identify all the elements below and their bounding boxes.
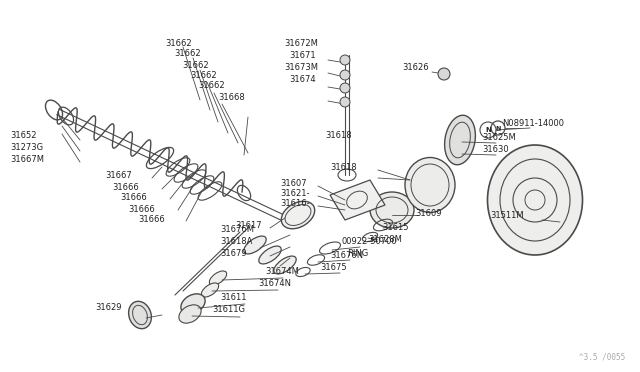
Ellipse shape <box>202 283 219 297</box>
Ellipse shape <box>405 157 455 212</box>
Text: 31625M: 31625M <box>482 132 516 141</box>
Text: 31611G: 31611G <box>212 305 245 314</box>
Ellipse shape <box>445 115 476 165</box>
Text: 31662: 31662 <box>174 49 200 58</box>
Text: 31674: 31674 <box>289 76 316 84</box>
Text: 31662: 31662 <box>182 61 209 70</box>
Ellipse shape <box>274 256 296 274</box>
Text: 31618: 31618 <box>325 131 351 140</box>
Text: 31611: 31611 <box>220 294 246 302</box>
Circle shape <box>438 68 450 80</box>
Text: 31273G: 31273G <box>10 144 43 153</box>
Text: 31618: 31618 <box>330 164 356 173</box>
Text: 31667: 31667 <box>105 170 132 180</box>
Text: 31615: 31615 <box>382 224 408 232</box>
Text: 31630: 31630 <box>482 144 509 154</box>
Text: 31672M: 31672M <box>284 39 318 48</box>
Text: 31511M: 31511M <box>490 211 524 219</box>
Text: 31679: 31679 <box>220 250 246 259</box>
Text: 31629: 31629 <box>95 304 122 312</box>
Text: 31666: 31666 <box>128 205 155 214</box>
Text: 31673M: 31673M <box>284 64 318 73</box>
Text: 31628M: 31628M <box>368 235 402 244</box>
Text: 31616-: 31616- <box>280 199 310 208</box>
Ellipse shape <box>181 294 205 314</box>
Circle shape <box>340 97 350 107</box>
Text: 31666: 31666 <box>138 215 164 224</box>
Polygon shape <box>330 180 385 220</box>
Text: N: N <box>485 127 491 133</box>
Text: 31674M: 31674M <box>265 267 299 276</box>
Text: 31652: 31652 <box>10 131 36 141</box>
Text: 31674N: 31674N <box>258 279 291 289</box>
Text: 31676N: 31676N <box>330 251 363 260</box>
Ellipse shape <box>282 201 315 229</box>
Ellipse shape <box>370 192 414 228</box>
Text: 31662: 31662 <box>190 71 216 80</box>
Text: ^3.5 /0055: ^3.5 /0055 <box>579 353 625 362</box>
Text: 31667M: 31667M <box>10 155 44 164</box>
Ellipse shape <box>244 236 266 254</box>
Text: 31621-: 31621- <box>280 189 310 198</box>
Text: 31676M: 31676M <box>220 225 254 234</box>
Circle shape <box>340 83 350 93</box>
Text: 00922-50700: 00922-50700 <box>342 237 397 247</box>
Ellipse shape <box>209 271 227 285</box>
Text: 31668: 31668 <box>218 93 244 102</box>
Text: 31675: 31675 <box>320 263 347 273</box>
Text: 31617: 31617 <box>235 221 262 231</box>
Text: 31666: 31666 <box>112 183 139 192</box>
Text: 31607: 31607 <box>280 179 307 187</box>
Text: N08911-14000: N08911-14000 <box>502 119 564 128</box>
Text: 31618A: 31618A <box>220 237 252 247</box>
Circle shape <box>340 55 350 65</box>
Text: RING: RING <box>347 250 368 259</box>
Text: 31662: 31662 <box>165 39 191 48</box>
Ellipse shape <box>179 305 201 323</box>
Ellipse shape <box>488 145 582 255</box>
Text: 31662: 31662 <box>198 80 225 90</box>
Ellipse shape <box>129 301 152 329</box>
Text: N: N <box>495 125 500 131</box>
Text: 31626: 31626 <box>402 64 429 73</box>
Text: 31671: 31671 <box>289 51 316 61</box>
Text: 31609: 31609 <box>415 209 442 218</box>
Ellipse shape <box>259 246 281 264</box>
Circle shape <box>340 70 350 80</box>
Text: 31666: 31666 <box>120 193 147 202</box>
